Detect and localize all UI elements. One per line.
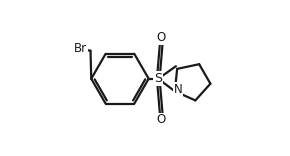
- Text: O: O: [157, 31, 166, 44]
- Text: Br: Br: [74, 42, 87, 55]
- Text: O: O: [157, 113, 166, 127]
- Text: N: N: [174, 83, 182, 96]
- Text: S: S: [154, 72, 162, 85]
